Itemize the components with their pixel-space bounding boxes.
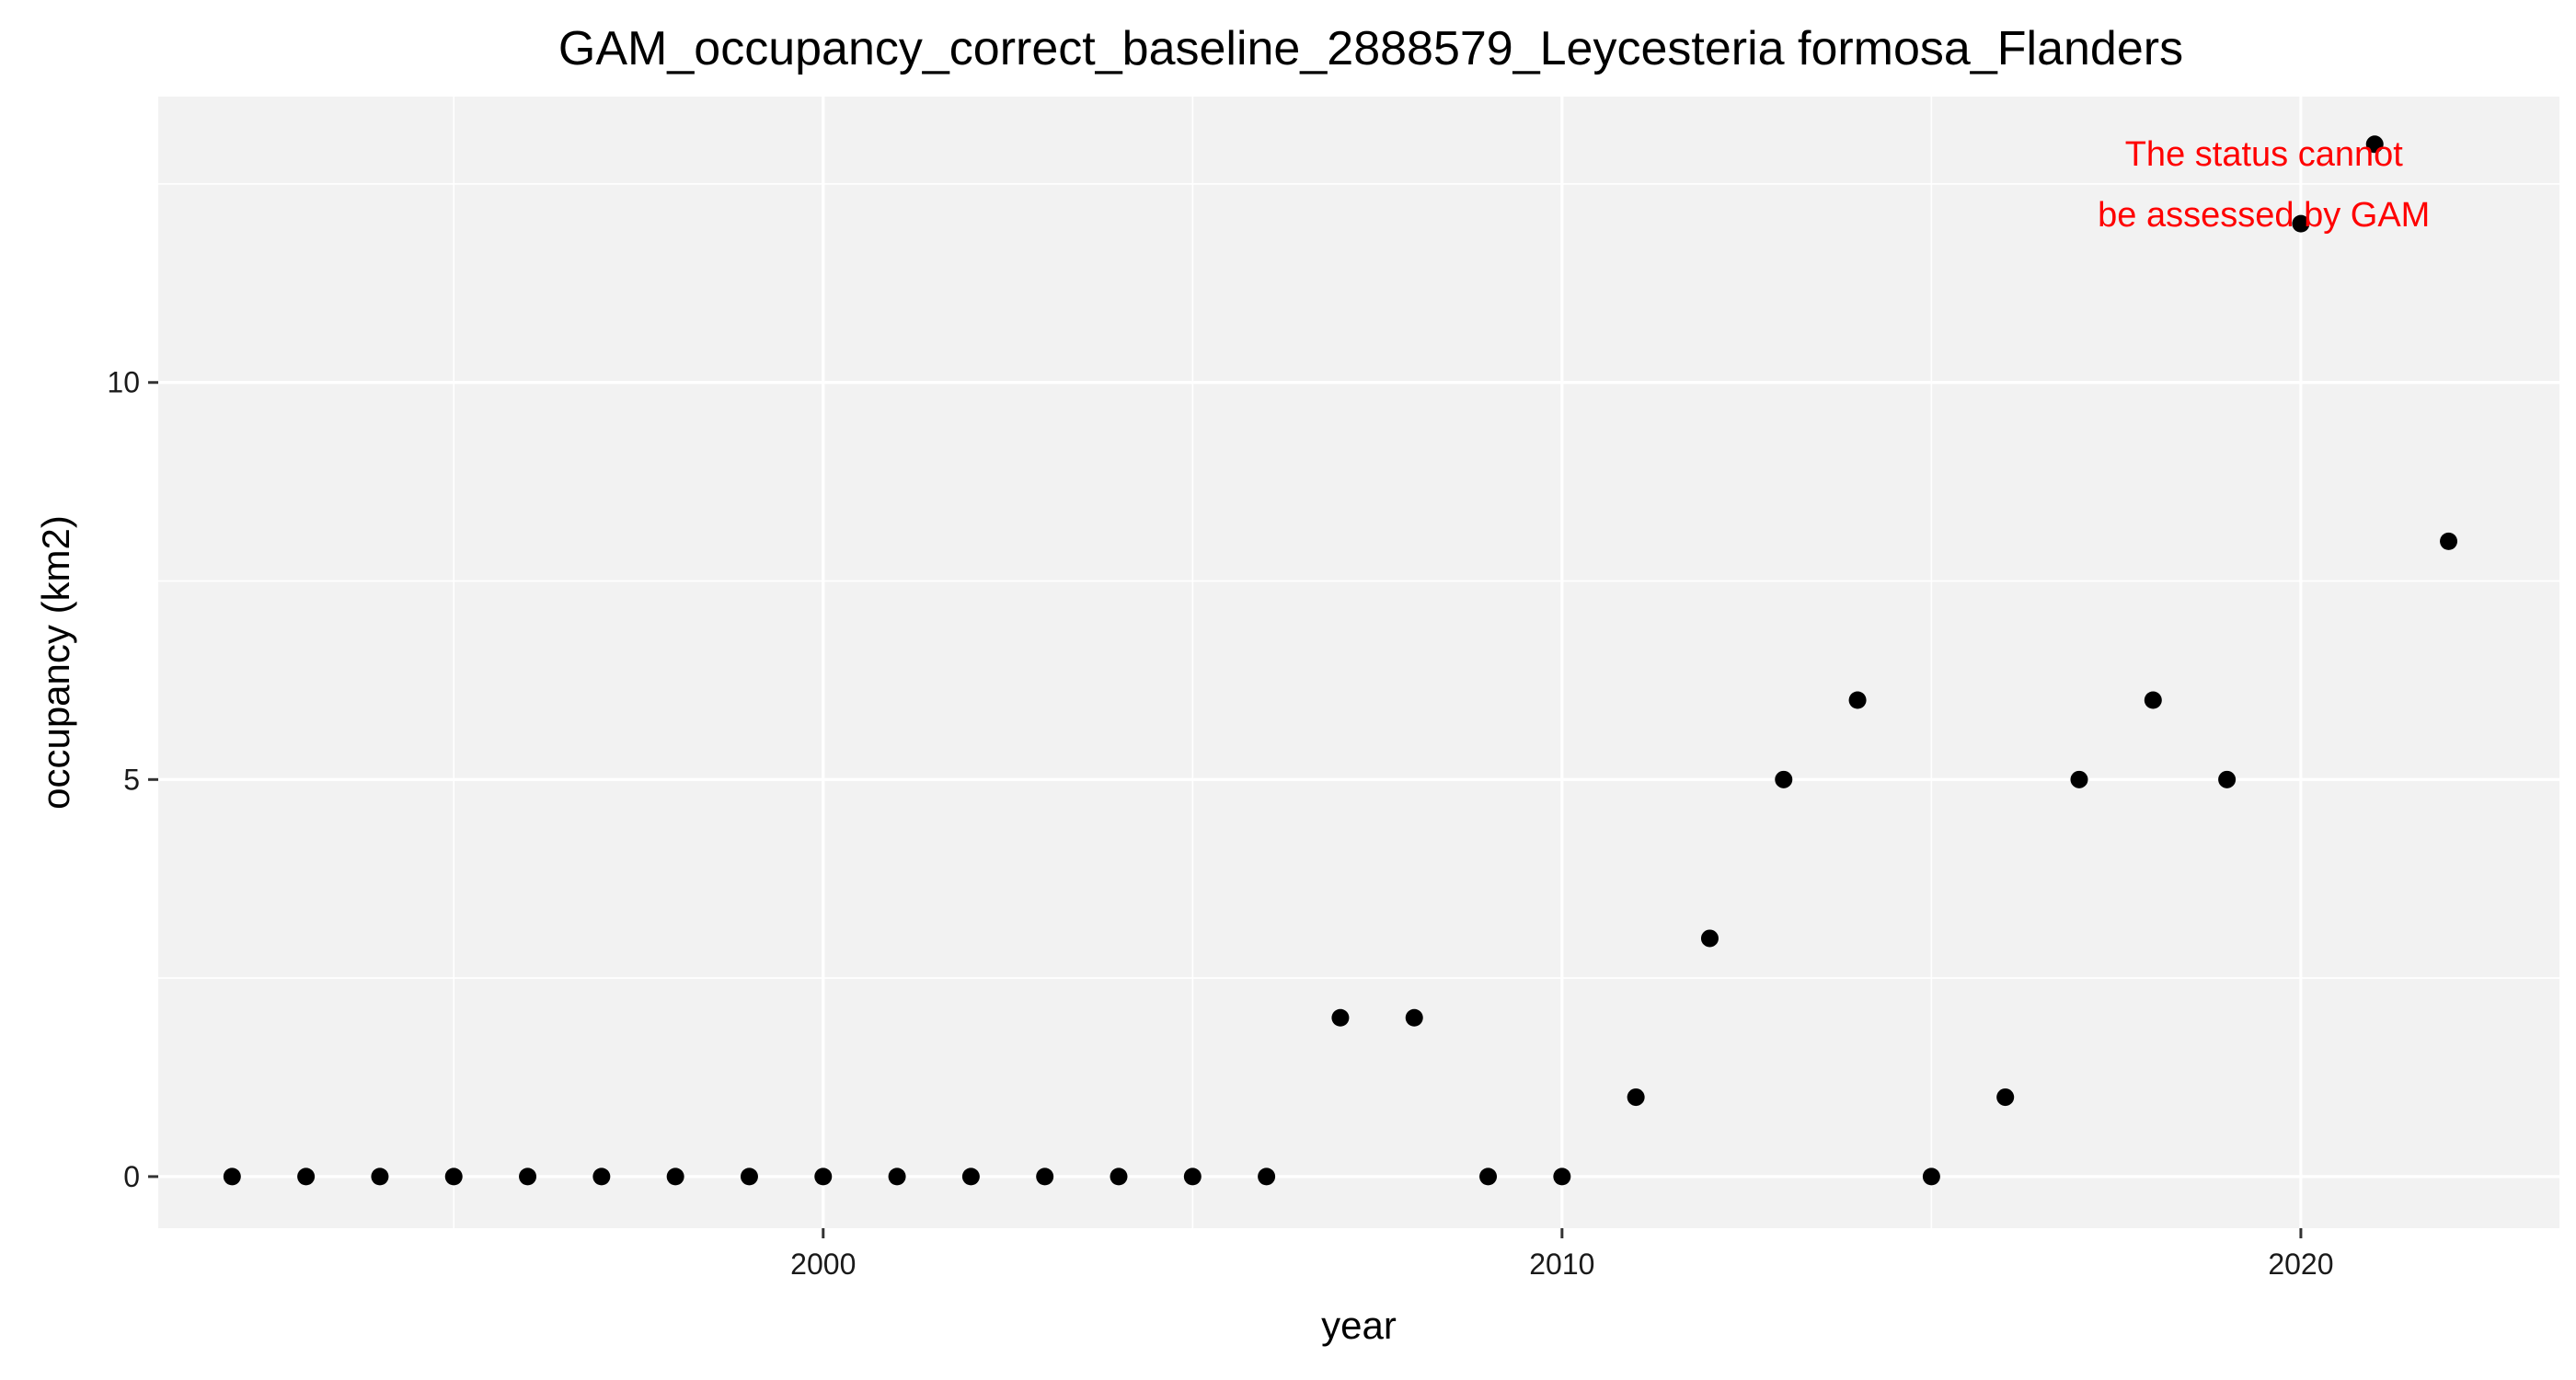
data-point [1405, 1008, 1423, 1027]
data-point [1110, 1167, 1128, 1186]
data-point [666, 1167, 684, 1186]
axis-ticks: 2000 2010 2020 0 5 10 [107, 366, 2333, 1281]
x-axis-title: year [1321, 1304, 1397, 1347]
data-point [1258, 1167, 1276, 1186]
data-point [371, 1167, 389, 1186]
data-point [2070, 770, 2088, 788]
data-point [1183, 1167, 1202, 1186]
data-point [961, 1167, 980, 1186]
data-point [2218, 770, 2237, 788]
data-points [223, 135, 2458, 1186]
data-point [1775, 770, 1793, 788]
grid-major [158, 97, 2559, 1228]
grid-minor [158, 97, 2559, 1228]
data-point [1553, 1167, 1571, 1186]
data-point [740, 1167, 758, 1186]
data-point [223, 1167, 241, 1186]
plot-panel [158, 97, 2559, 1228]
data-point [1479, 1167, 1498, 1186]
data-point [1700, 929, 1719, 948]
y-tick-label: 10 [107, 366, 140, 399]
data-point [1922, 1167, 1940, 1186]
data-point [1996, 1088, 2015, 1107]
data-point [1848, 691, 1867, 709]
y-axis-title: occupancy (km2) [34, 515, 77, 810]
data-point [2144, 691, 2162, 709]
data-point [2292, 214, 2310, 233]
data-point [519, 1167, 537, 1186]
x-tick-label: 2020 [2268, 1248, 2333, 1281]
y-tick-label: 5 [123, 763, 140, 796]
data-point [592, 1167, 611, 1186]
data-point [297, 1167, 316, 1186]
data-point [444, 1167, 463, 1186]
x-tick-label: 2000 [790, 1248, 856, 1281]
y-tick-label: 0 [123, 1160, 140, 1193]
data-point [1627, 1088, 1645, 1107]
data-point [814, 1167, 833, 1186]
annotation-line: be assessed by GAM [2098, 196, 2430, 235]
status-annotation: The status cannot be assessed by GAM [2098, 135, 2430, 235]
x-tick-label: 2010 [1529, 1248, 1594, 1281]
chart-title: GAM_occupancy_correct_baseline_2888579_L… [558, 22, 2183, 75]
data-point [2365, 135, 2384, 154]
data-point [888, 1167, 906, 1186]
data-point [1331, 1008, 1350, 1027]
data-point [1036, 1167, 1054, 1186]
annotation-line: The status cannot [2125, 135, 2404, 174]
data-point [2440, 532, 2458, 550]
